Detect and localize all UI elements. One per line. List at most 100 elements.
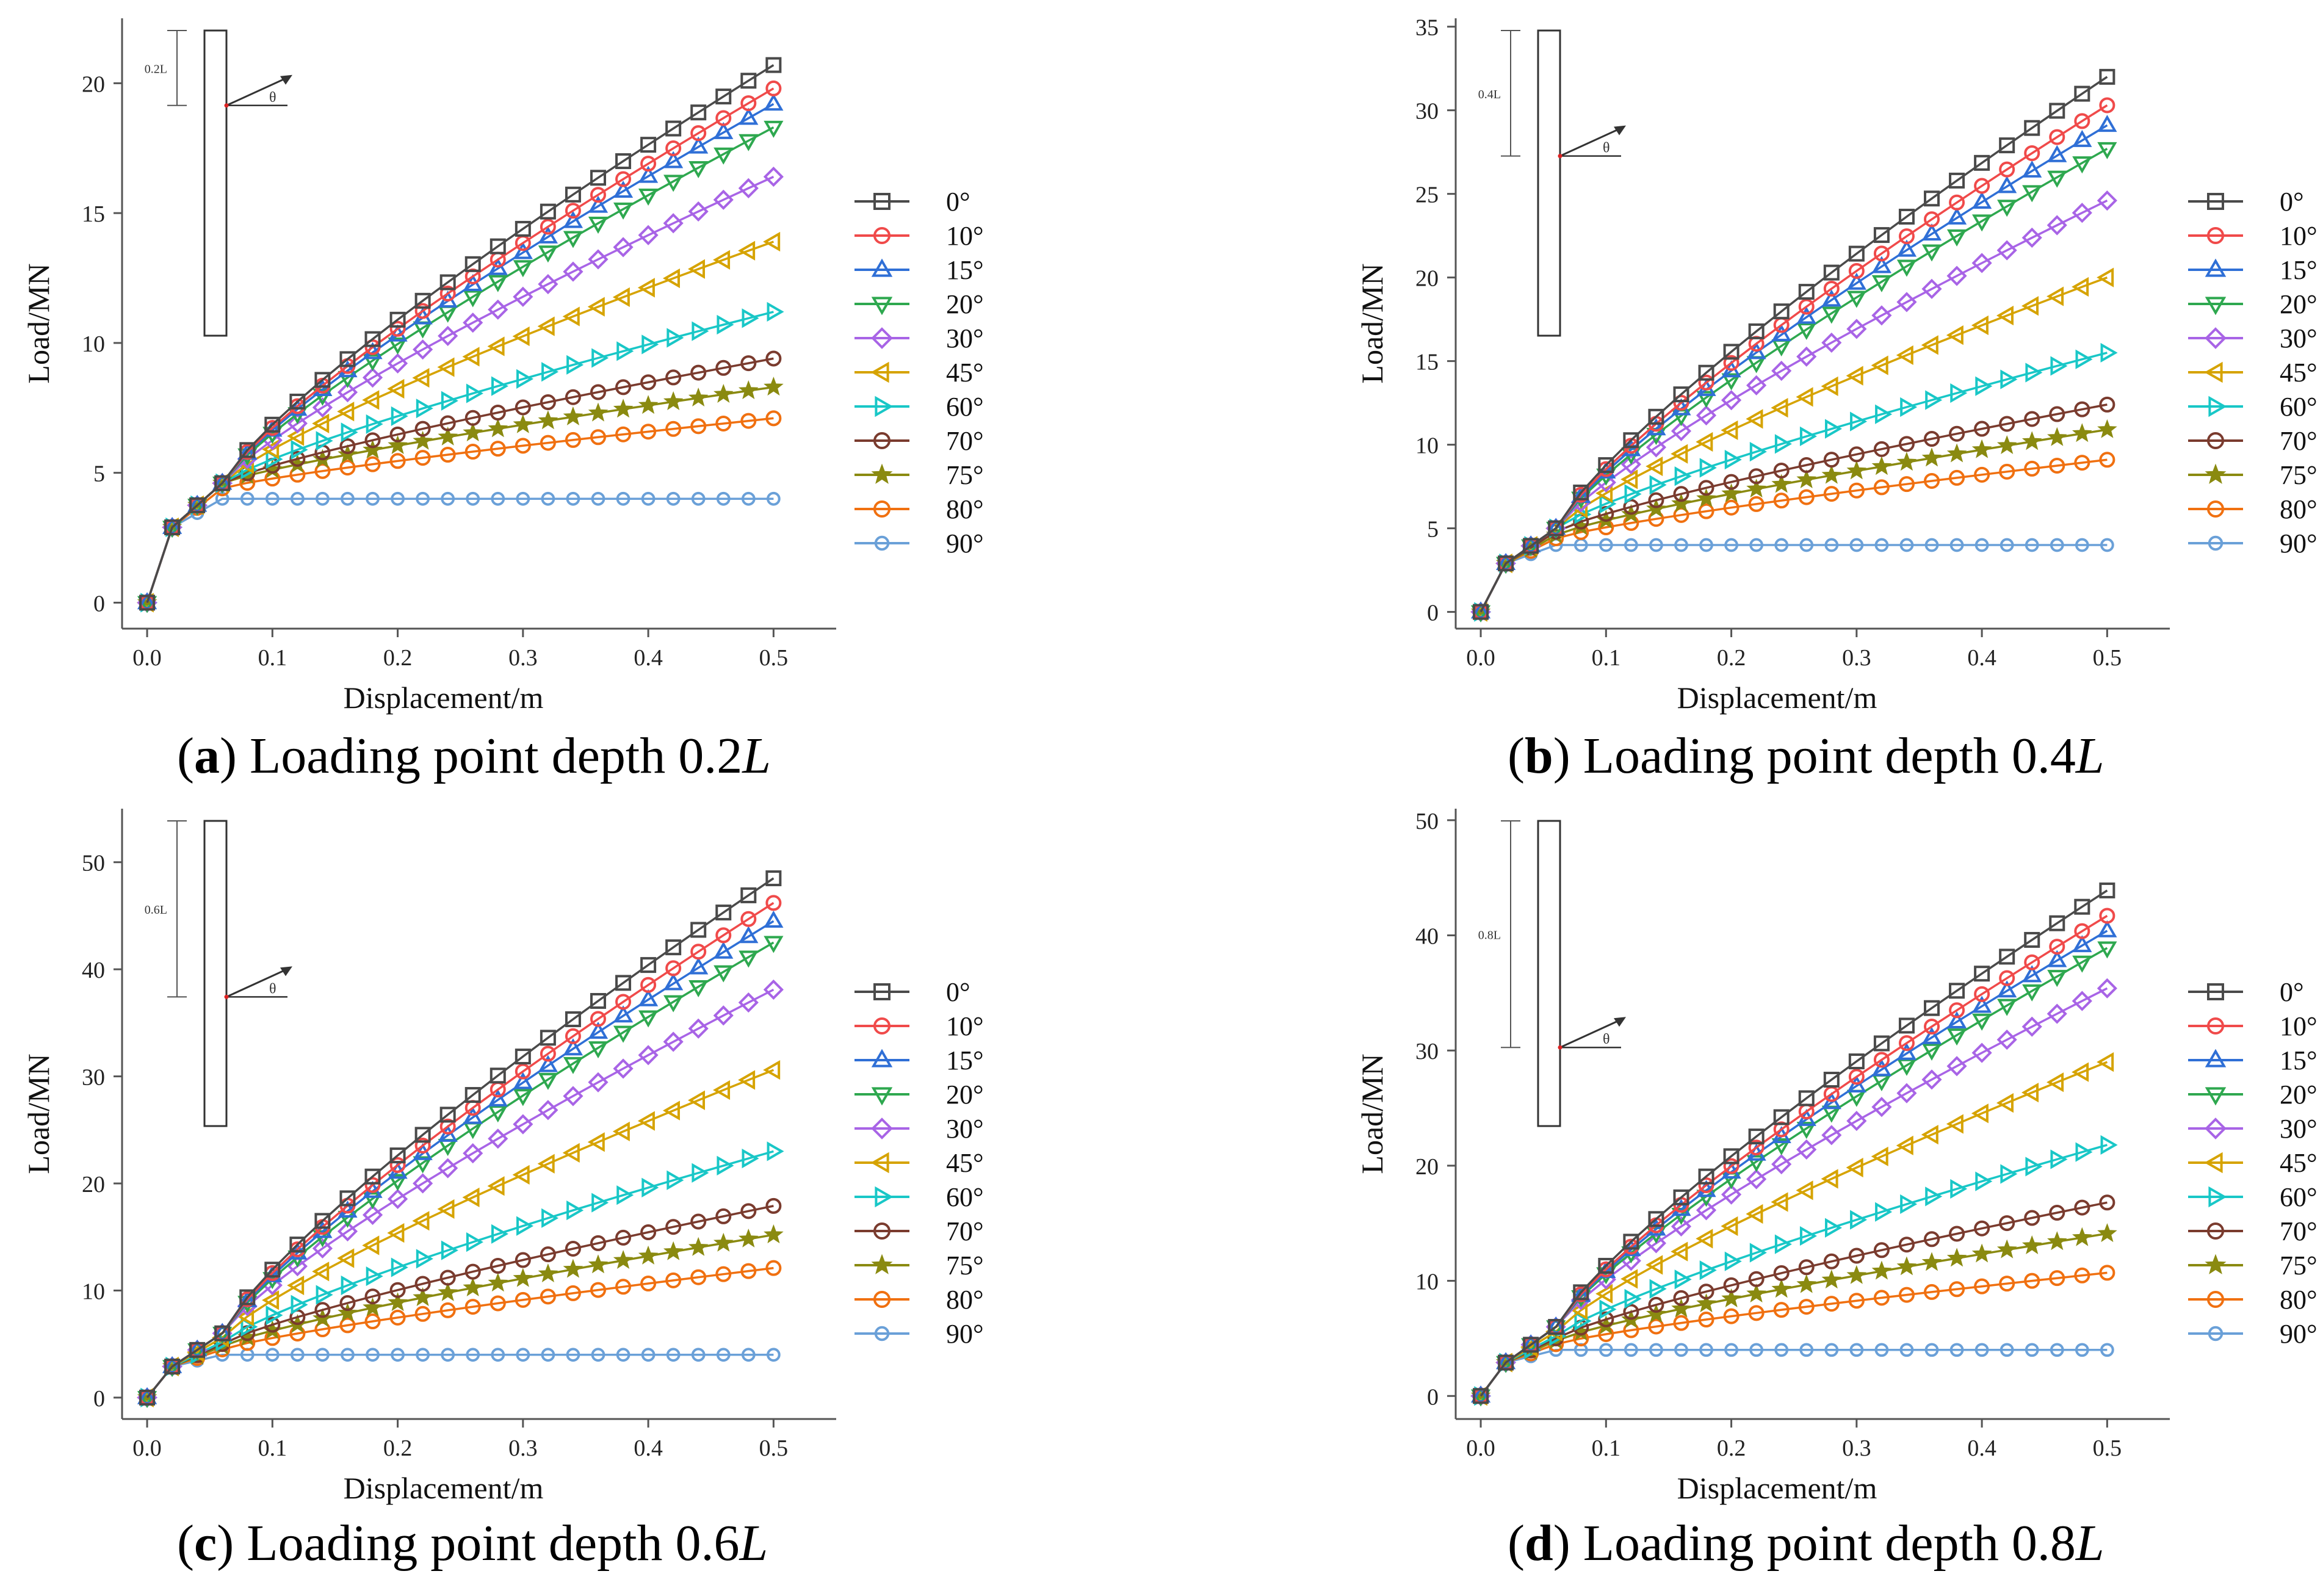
data-point: [1873, 1242, 1890, 1258]
data-point: [1620, 469, 1638, 489]
data-point: [1721, 420, 1738, 441]
x-tick-label: 0.5: [2093, 1435, 2122, 1461]
data-point: [1850, 1210, 1868, 1230]
data-point: [1798, 1299, 1815, 1315]
data-point: [2097, 1223, 2117, 1243]
data-point: [487, 1176, 505, 1196]
y-tick-label: 30: [1415, 1039, 1439, 1064]
data-point: [1848, 1053, 1865, 1070]
y-tick-label: 10: [1415, 1269, 1439, 1295]
data-point: [1823, 486, 1840, 502]
data-point: [714, 121, 734, 139]
legend-item: 80°: [854, 494, 984, 524]
data-point: [1470, 601, 1491, 619]
data-point: [688, 1018, 709, 1039]
data-point: [1896, 239, 1917, 257]
data-point: [538, 226, 558, 244]
data-point: [765, 1260, 782, 1276]
data-point: [389, 320, 406, 337]
data-point: [512, 326, 530, 347]
data-point: [1850, 411, 1868, 431]
data-point: [266, 1305, 283, 1326]
data-point: [540, 203, 556, 220]
data-point: [1896, 1083, 1917, 1103]
data-point: [437, 357, 455, 377]
data-point: [2204, 1152, 2223, 1174]
data-point: [1821, 464, 1842, 484]
legend-label: 60°: [2280, 1182, 2318, 1212]
data-point: [162, 516, 182, 534]
data-point: [871, 297, 893, 316]
data-point: [540, 218, 556, 235]
data-point: [764, 1224, 784, 1244]
x-tick-label: 0.3: [1842, 1435, 1871, 1461]
series-15deg: [137, 910, 784, 1404]
data-point: [1724, 1251, 1742, 1271]
legend-label: 90°: [946, 1319, 984, 1349]
data-point: [1598, 1257, 1614, 1274]
data-point: [565, 1285, 581, 1301]
legend-item: 90°: [2188, 1319, 2318, 1349]
data-point: [1946, 1056, 1967, 1077]
data-point: [2072, 203, 2092, 223]
data-point: [1648, 408, 1664, 425]
data-point: [1971, 1243, 1992, 1263]
series-80deg: [1473, 452, 2115, 620]
data-point: [337, 382, 358, 403]
legend-item: 70°: [854, 426, 984, 456]
data-point: [1623, 499, 1639, 515]
data-point: [513, 242, 533, 259]
data-point: [1996, 435, 2017, 454]
data-point: [2047, 170, 2067, 188]
data-point: [563, 261, 583, 282]
data-point: [412, 367, 430, 388]
data-point: [1696, 1293, 1716, 1313]
data-point: [1648, 1296, 1664, 1313]
data-point: [688, 136, 709, 154]
legend-label: 60°: [946, 1182, 984, 1212]
data-point: [1997, 200, 2017, 217]
data-point: [2097, 267, 2114, 287]
data-point: [590, 384, 606, 400]
data-point: [341, 1348, 355, 1362]
data-point: [615, 994, 632, 1010]
data-point: [1946, 1028, 1967, 1046]
loading-point: [224, 994, 229, 999]
data-point: [512, 1165, 530, 1185]
data-point: [1623, 432, 1639, 449]
data-point: [638, 165, 659, 183]
data-point: [239, 442, 256, 458]
data-point: [1898, 208, 1915, 225]
data-point: [1673, 1290, 1689, 1306]
data-point: [1896, 292, 1917, 312]
data-point: [538, 410, 558, 430]
data-point: [1896, 452, 1917, 471]
data-point: [1824, 538, 1839, 552]
data-point: [690, 104, 707, 121]
legend-item: 45°: [854, 358, 984, 388]
data-point: [464, 444, 481, 460]
data-point: [739, 107, 759, 125]
data-point: [1796, 1274, 1816, 1293]
data-point: [1773, 493, 1790, 509]
legend-item: 10°: [854, 221, 984, 251]
data-point: [2099, 68, 2115, 85]
data-point: [565, 389, 581, 405]
legend-label: 80°: [2280, 1285, 2318, 1315]
data-point: [316, 431, 333, 451]
x-tick-label: 0.4: [634, 1435, 663, 1461]
legend-label: 15°: [946, 255, 984, 285]
data-point: [364, 1177, 381, 1193]
data-point: [1946, 229, 1967, 247]
y-axis-label: Load/MN: [21, 263, 56, 383]
y-axis-label: Load/MN: [1355, 1053, 1389, 1174]
data-point: [2049, 915, 2065, 931]
data-point: [1721, 390, 1742, 411]
pile-rect: [1537, 29, 1561, 337]
data-point: [515, 1252, 531, 1268]
data-point: [1773, 1121, 1790, 1138]
data-point: [1671, 444, 1688, 464]
data-point: [513, 1072, 533, 1089]
data-point: [1974, 1343, 1989, 1357]
legend-label: 10°: [946, 221, 984, 251]
